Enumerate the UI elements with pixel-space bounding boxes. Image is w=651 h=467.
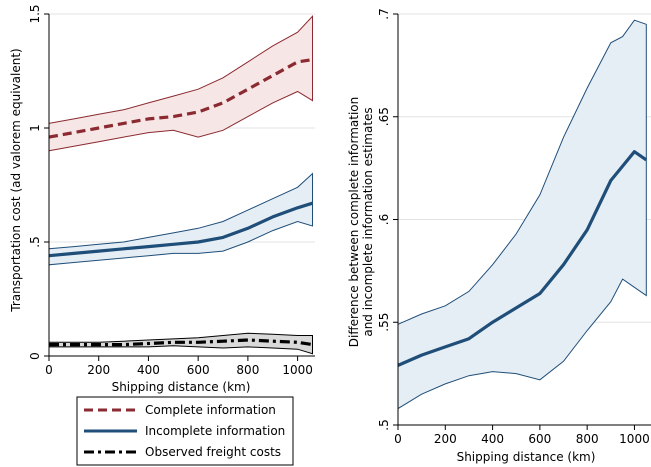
right-series-line	[397, 150, 648, 367]
left-x-tick-label-1: 200	[87, 363, 110, 377]
left-x-tick-label-3: 600	[187, 363, 210, 377]
left-panel: 0 200 400 600 800 1000 0 .5 1 1.5 Transportation …	[9, 4, 315, 394]
right-y-tick-label-0: .5	[377, 419, 391, 430]
right-y-tick-label-2: .6	[377, 214, 391, 225]
legend-label-observed-freight-costs: Observed freight costs	[145, 445, 281, 459]
right-confidence-band	[397, 19, 647, 410]
right-line-series-0	[397, 150, 648, 367]
left-y-tick-label-1: .5	[28, 236, 42, 247]
left-axes	[44, 13, 315, 361]
left-y-tick-label-3: 1.5	[28, 4, 42, 23]
left-x-axis-label: Shipping distance (km)	[112, 380, 251, 394]
left-x-tick-label-2: 400	[137, 363, 160, 377]
legend: Complete information Incomplete informat…	[76, 396, 294, 466]
left-tick-labels: 0 200 400 600 800 1000 0 .5 1 1.5	[28, 4, 313, 377]
right-y-tick-label-4: .7	[377, 8, 391, 19]
right-x-tick-label-1: 200	[434, 432, 457, 446]
right-x-tick-label-4: 800	[576, 432, 599, 446]
left-y-axis-label: Transportation cost (ad valorem equivale…	[9, 48, 23, 312]
right-x-tick-label-0: 0	[394, 432, 402, 446]
legend-label-complete-information: Complete information	[145, 403, 276, 417]
right-x-axis-label: Shipping distance (km)	[457, 450, 596, 464]
left-line-complete-information	[48, 58, 313, 139]
right-x-tick-label-5: 1000	[619, 432, 650, 446]
legend-label-incomplete-information: Incomplete information	[145, 424, 285, 438]
right-tick-labels: 0 200 400 600 800 1000 .5 .55 .6 .65 .7	[377, 8, 650, 446]
right-y-tick-label-3: .65	[377, 107, 391, 126]
left-x-tick-label-0: 0	[45, 363, 53, 377]
right-x-tick-label-2: 400	[481, 432, 504, 446]
right-panel: 0 200 400 600 800 1000 .5 .55 .6 .65 .7 Difference…	[347, 8, 651, 464]
right-y-tick-label-1: .55	[377, 313, 391, 332]
right-y-axis-label-line-1: Difference between complete information	[347, 97, 361, 348]
left-series-lines	[48, 58, 313, 347]
right-x-tick-label-3: 600	[528, 432, 551, 446]
left-line-incomplete-information	[48, 201, 313, 258]
left-x-tick-label-4: 800	[236, 363, 259, 377]
left-y-tick-label-2: 1	[28, 124, 42, 132]
left-band-incomplete-information	[48, 172, 313, 266]
right-band-series-0	[397, 19, 647, 410]
left-x-tick-label-5: 1000	[282, 363, 313, 377]
left-band-complete-information	[48, 15, 313, 152]
right-axes	[393, 13, 651, 430]
right-y-axis-label-line-2: and incomplete information estimates	[361, 107, 375, 336]
left-line-observed-freight-costs	[49, 338, 313, 347]
left-y-tick-label-0: 0	[28, 352, 42, 360]
